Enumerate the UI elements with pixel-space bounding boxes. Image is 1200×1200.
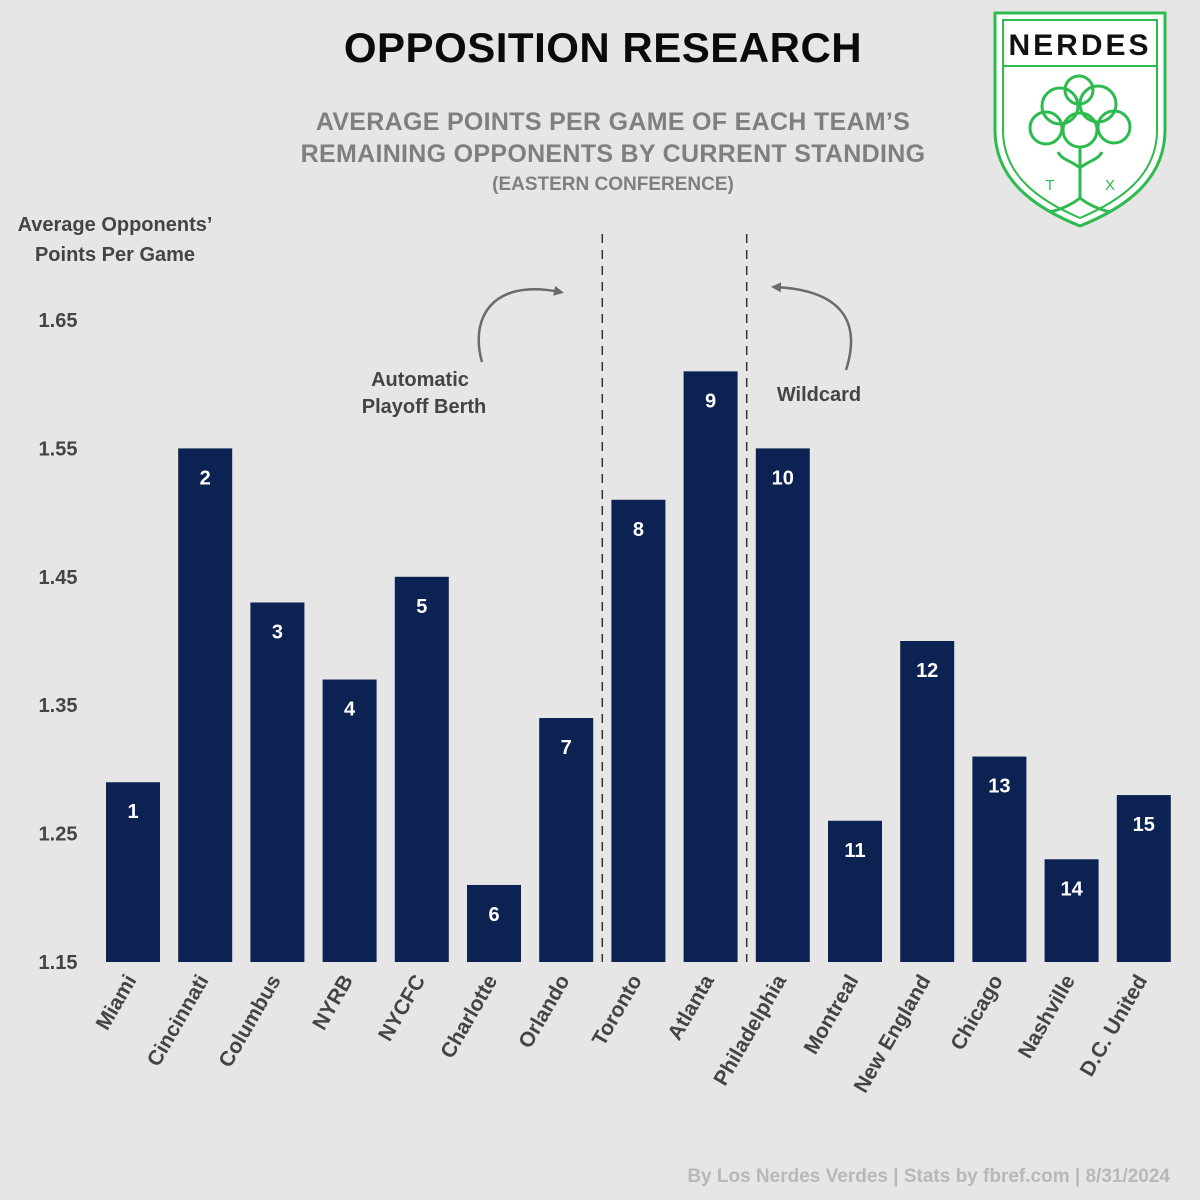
wildcard-label: Wildcard (777, 384, 861, 406)
footer-credit: By Los Nerdes Verdes | Stats by fbref.co… (687, 1166, 1170, 1187)
y-tick-label: 1.15 (39, 952, 78, 974)
y-axis-title-line-2: Points Per Game (34, 244, 196, 266)
bar-7 (539, 718, 594, 962)
bar-12 (900, 641, 955, 962)
bar-5 (394, 576, 449, 962)
bar-value-label: 9 (705, 390, 716, 412)
bar-1 (106, 782, 160, 962)
logo-letter-left: T (1045, 177, 1054, 194)
y-tick-label: 1.65 (39, 310, 78, 332)
y-axis-title-line-1: Average Opponents’ (17, 214, 213, 236)
nerdes-logo: NERDES T X (993, 11, 1167, 228)
x-tick-label: Montreal (800, 971, 864, 1058)
automatic-arrow-icon (477, 285, 564, 363)
bar-value-label: 12 (916, 660, 938, 682)
bar-value-label: 4 (344, 699, 356, 721)
bar-value-label: 7 (561, 737, 572, 759)
x-tick-label: New England (850, 971, 936, 1097)
x-tick-label: Miami (92, 971, 142, 1034)
y-axis-ticks: 1.15 1.25 1.35 1.45 1.55 1.65 (39, 310, 78, 974)
bar-value-label: 5 (416, 596, 427, 618)
x-tick-label: Charlotte (436, 971, 502, 1062)
bar-value-label: 13 (988, 776, 1010, 798)
x-axis-labels: Miami Cincinnati Columbus NYRB NYCFC Charlott… (92, 971, 1152, 1097)
bar-value-label: 14 (1060, 878, 1083, 900)
bar-value-label: 15 (1133, 814, 1155, 836)
brain-tree-icon (1028, 74, 1132, 214)
bar-value-label: 1 (127, 801, 138, 823)
x-tick-label: Nashville (1014, 971, 1080, 1062)
bar-9 (683, 371, 738, 962)
x-tick-label: Philadelphia (709, 971, 791, 1090)
wildcard-arrow-icon (771, 282, 853, 371)
x-tick-label: Toronto (588, 971, 647, 1050)
bar-11 (828, 820, 882, 962)
chart-title: OPPOSITION RESEARCH (343, 24, 863, 71)
bar-6 (467, 884, 521, 962)
bar-2 (178, 448, 233, 962)
bar-value-label: 3 (272, 621, 283, 643)
chart-subtitle-line-1: AVERAGE POINTS PER GAME OF EACH TEAM’S (315, 108, 911, 136)
x-tick-label: Orlando (514, 971, 574, 1052)
bar-value-label: 11 (844, 840, 865, 862)
x-tick-label: Atlanta (663, 971, 719, 1044)
bar-value-label: 6 (488, 904, 499, 926)
automatic-label-line-1: Automatic (371, 369, 469, 391)
x-tick-label: NYCFC (374, 971, 430, 1045)
bar-value-label: 10 (772, 467, 794, 489)
logo-shield-inner (1002, 19, 1158, 220)
logo-letter-right: X (1105, 177, 1115, 194)
y-tick-label: 1.55 (39, 438, 78, 460)
bar-value-label: 2 (200, 467, 211, 489)
y-tick-label: 1.25 (39, 824, 78, 846)
bar-3 (250, 602, 305, 962)
x-tick-label: Chicago (946, 971, 1007, 1054)
x-tick-label: NYRB (308, 971, 358, 1034)
y-tick-label: 1.35 (39, 695, 78, 717)
chart-subtitle-line-2: REMAINING OPPONENTS BY CURRENT STANDING (300, 140, 926, 168)
bar-14 (1044, 859, 1099, 962)
automatic-label-line-2: Playoff Berth (362, 396, 486, 418)
bar-15 (1116, 795, 1171, 962)
x-tick-label: D.C. United (1076, 971, 1153, 1081)
bar-value-label: 8 (633, 519, 644, 541)
bar-8 (611, 499, 666, 962)
y-axis-title: Average Opponents’ Points Per Game (10, 210, 220, 270)
x-tick-label: Columbus (214, 971, 285, 1071)
bar-10 (755, 448, 810, 962)
y-tick-label: 1.45 (39, 567, 78, 589)
logo-text: NERDES (1008, 29, 1151, 62)
bar-13 (972, 756, 1027, 962)
chart-subtitle-line-3: (EASTERN CONFERENCE) (492, 174, 734, 195)
bars-group (106, 371, 1171, 962)
x-tick-label: Cincinnati (143, 971, 214, 1070)
bar-4 (322, 679, 377, 962)
